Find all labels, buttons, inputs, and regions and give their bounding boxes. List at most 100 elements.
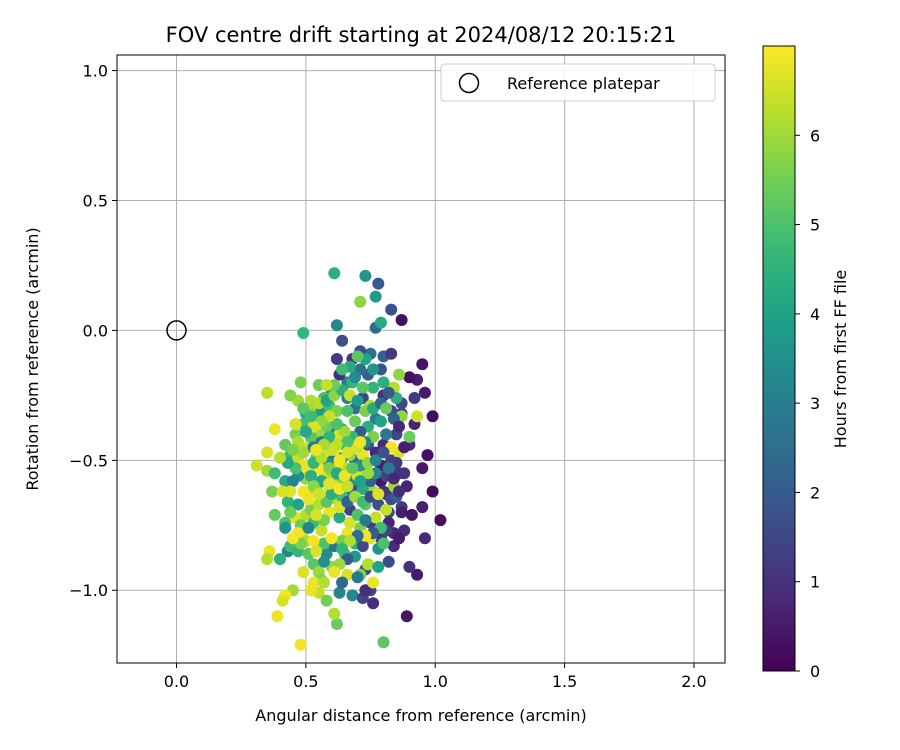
data-point <box>250 459 263 472</box>
data-point <box>351 571 364 584</box>
data-point <box>333 511 346 524</box>
data-point <box>382 555 395 568</box>
x-axis-label: Angular distance from reference (arcmin) <box>255 706 586 725</box>
data-point <box>310 545 323 558</box>
data-point <box>333 454 346 467</box>
data-point <box>338 469 351 482</box>
data-point <box>276 485 289 498</box>
data-point <box>393 420 405 433</box>
x-tick-label: 2.0 <box>681 672 706 691</box>
data-point <box>403 371 416 384</box>
data-point <box>343 534 356 547</box>
colorbar-tick-label: 5 <box>810 216 820 235</box>
data-point <box>354 475 367 488</box>
data-point <box>336 576 349 589</box>
colorbar-tick-label: 4 <box>810 305 820 324</box>
data-point <box>372 277 385 290</box>
data-point <box>318 576 330 589</box>
data-point <box>416 501 429 514</box>
data-point <box>372 560 385 573</box>
reference-platepar-marker <box>166 320 187 341</box>
data-point <box>268 508 281 521</box>
data-point <box>398 441 411 454</box>
data-point <box>354 436 367 449</box>
data-point <box>325 532 338 545</box>
x-tick-label: 0.5 <box>293 672 318 691</box>
chart-title: FOV centre drift starting at 2024/08/12 … <box>166 23 677 47</box>
data-point <box>367 363 380 376</box>
data-point <box>434 514 447 527</box>
data-point <box>395 314 408 326</box>
data-point <box>297 566 310 579</box>
colorbar-label: Hours from first FF file <box>831 270 850 449</box>
data-point <box>328 607 341 620</box>
data-point <box>318 555 330 568</box>
data-point <box>351 394 364 407</box>
data-point <box>411 410 424 423</box>
data-point <box>374 316 387 329</box>
x-axis-ticks: 0.0 0.5 1.0 1.5 2.0 <box>164 663 707 691</box>
data-point <box>320 379 333 391</box>
data-point <box>286 475 299 488</box>
data-point <box>341 405 354 417</box>
data-point <box>354 295 367 308</box>
data-point <box>408 392 421 404</box>
data-point <box>346 589 359 602</box>
data-point <box>369 454 382 467</box>
data-point <box>294 638 307 651</box>
data-point <box>305 469 317 482</box>
data-point <box>297 446 310 459</box>
data-point <box>330 418 343 430</box>
data-point <box>385 303 398 316</box>
plot-frame <box>116 54 726 664</box>
data-point <box>292 498 305 511</box>
data-point <box>330 319 343 332</box>
x-tick-label: 1.5 <box>552 672 577 691</box>
data-point <box>377 636 390 649</box>
data-point <box>286 443 299 456</box>
data-point <box>271 610 284 623</box>
y-tick-label: −1.0 <box>69 581 108 600</box>
data-point <box>310 508 323 521</box>
data-point <box>359 269 372 282</box>
data-point <box>323 477 336 490</box>
data-point <box>380 503 393 516</box>
colorbar: 0 1 2 3 4 5 6 Hours from first FF file <box>762 45 850 681</box>
data-point <box>426 485 439 498</box>
data-point <box>387 472 400 485</box>
data-point <box>372 488 385 501</box>
data-point <box>299 425 312 438</box>
data-point <box>349 371 361 384</box>
data-point <box>284 506 297 519</box>
colorbar-tick-label: 2 <box>810 483 820 502</box>
data-point <box>305 410 317 423</box>
data-point <box>362 467 374 480</box>
data-point <box>336 363 349 376</box>
data-point <box>338 425 351 438</box>
data-point <box>261 386 274 399</box>
y-tick-label: 1.0 <box>83 62 108 81</box>
data-point <box>403 560 416 573</box>
data-point <box>305 584 317 597</box>
data-point <box>346 462 359 475</box>
data-point <box>393 368 405 381</box>
data-point <box>266 485 279 498</box>
data-point <box>328 566 341 579</box>
data-point <box>341 480 354 493</box>
data-point <box>411 568 424 581</box>
data-point <box>312 488 325 501</box>
data-point <box>261 446 274 459</box>
data-point <box>302 521 315 534</box>
data-points <box>250 267 447 651</box>
data-point <box>336 542 349 555</box>
data-point <box>268 467 281 480</box>
data-point <box>286 532 299 545</box>
data-point <box>261 553 274 566</box>
data-point <box>380 428 393 441</box>
data-point <box>284 389 297 402</box>
data-point <box>377 446 390 459</box>
data-point <box>367 597 380 610</box>
data-point <box>333 586 346 599</box>
data-point <box>377 376 390 389</box>
